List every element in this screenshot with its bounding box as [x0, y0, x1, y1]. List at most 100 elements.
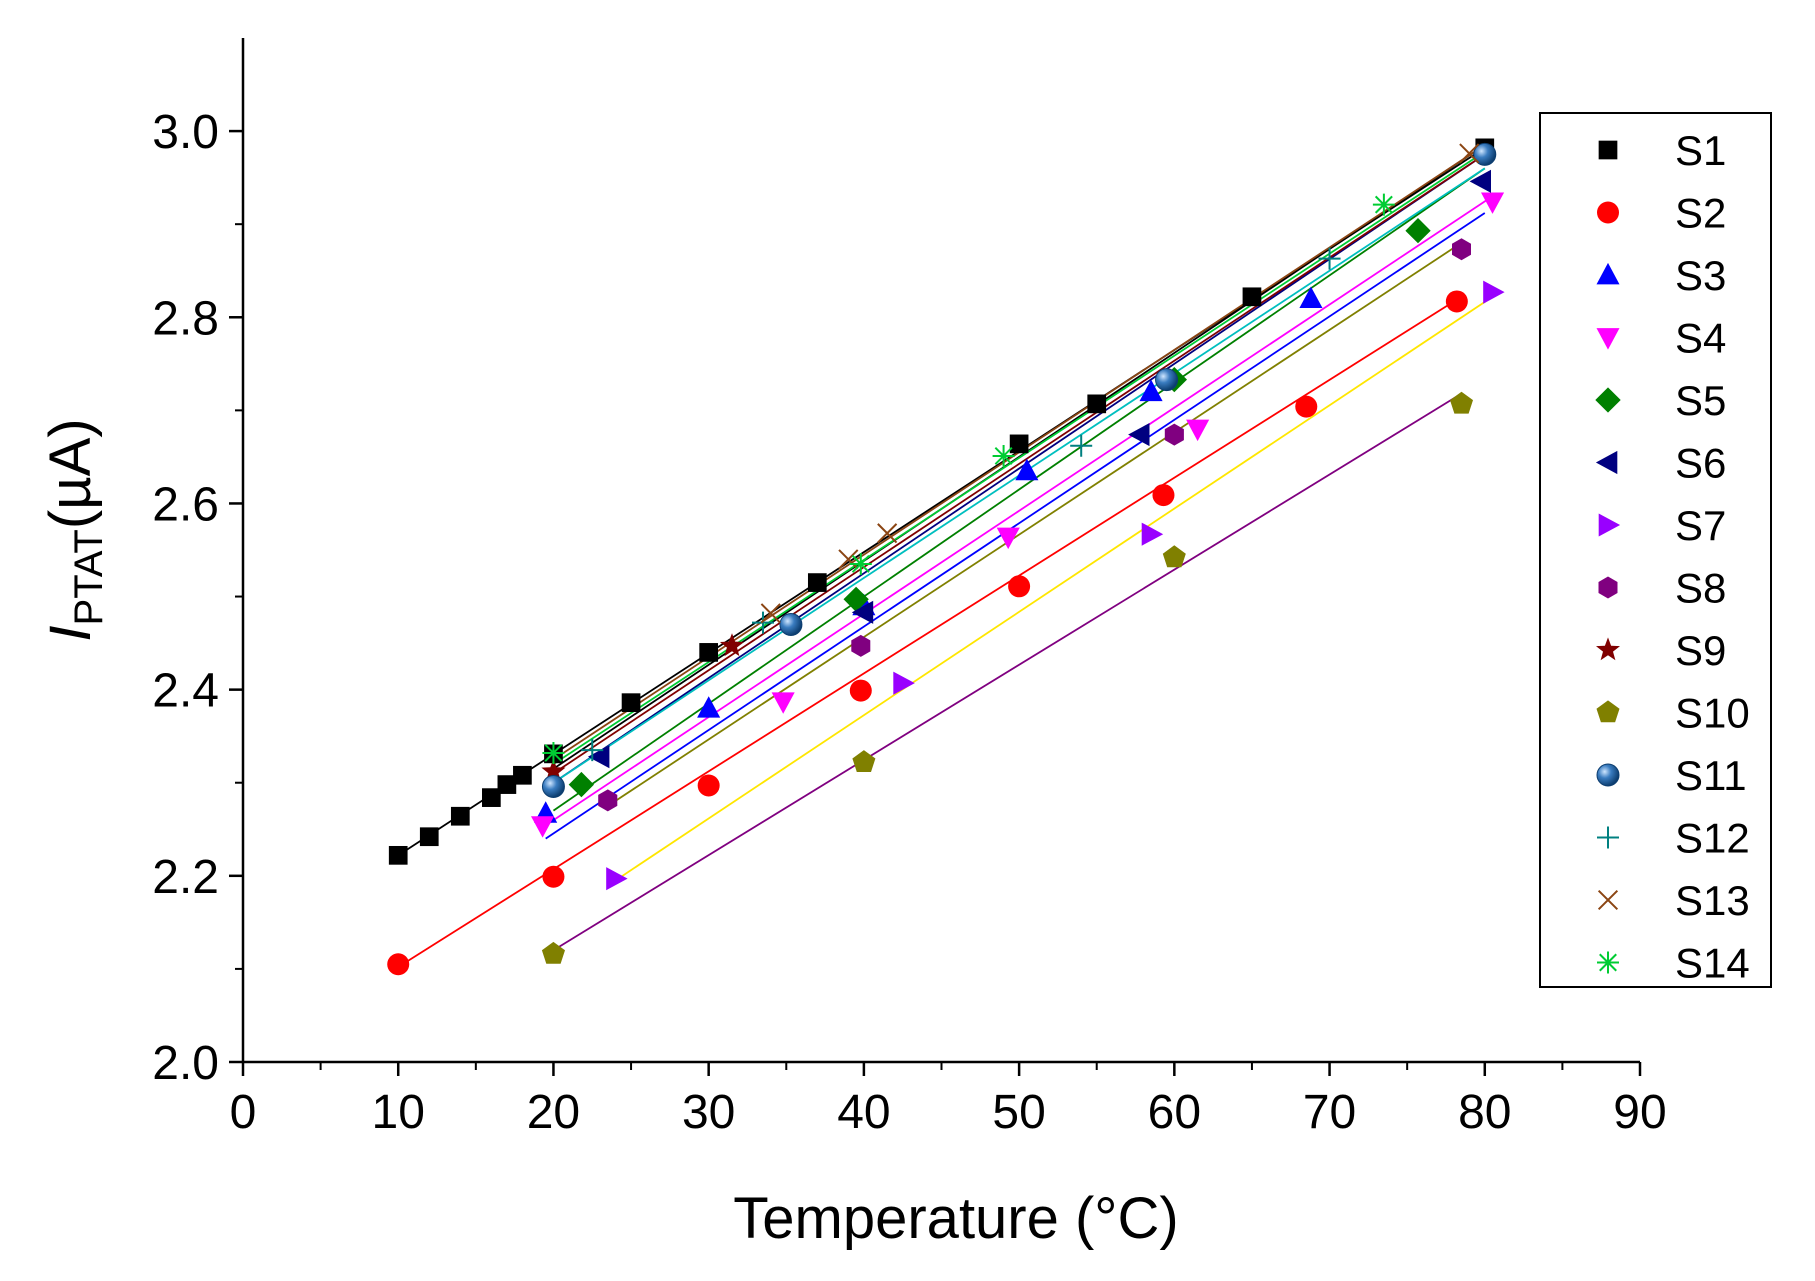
- x-tick-label: 40: [837, 1086, 890, 1139]
- x-tick-label: 80: [1458, 1086, 1511, 1139]
- point-S7: [606, 867, 628, 891]
- point-S9: [541, 758, 566, 782]
- point-S8: [851, 634, 871, 657]
- fit-S3-line: [545, 212, 1486, 840]
- point-S12: [581, 739, 604, 762]
- point-S1: [699, 643, 719, 662]
- y-tick-label: 2.4: [152, 665, 219, 718]
- point-S3: [697, 696, 721, 718]
- legend-marker-S12: [1597, 826, 1619, 849]
- point-S5: [843, 586, 869, 612]
- point-S5: [1405, 218, 1431, 244]
- point-S14: [1372, 193, 1395, 216]
- legend-label-S7: S7: [1675, 502, 1726, 549]
- legend-marker-S13: [1597, 889, 1619, 911]
- point-S8: [1452, 238, 1471, 261]
- point-S6: [1469, 169, 1491, 193]
- legend-label-S13: S13: [1675, 877, 1750, 924]
- point-S2: [542, 865, 565, 888]
- point-S12: [751, 611, 774, 634]
- point-S6: [1128, 423, 1150, 447]
- point-S6: [587, 745, 610, 769]
- x-tick-label: 0: [230, 1086, 257, 1139]
- point-S5: [568, 771, 594, 798]
- point-S2: [387, 953, 410, 976]
- x-tick-label: 60: [1148, 1086, 1201, 1139]
- series-S9: [541, 633, 744, 782]
- y-tick-label: 2.8: [152, 292, 219, 345]
- point-S10: [852, 750, 876, 772]
- point-S1: [450, 806, 470, 826]
- legend-label-S9: S9: [1675, 627, 1726, 674]
- legend-marker-S6: [1595, 450, 1618, 475]
- series-S13: [760, 143, 1480, 624]
- legend-marker-S1: [1598, 140, 1618, 160]
- legend-marker-S4: [1596, 328, 1620, 350]
- point-S11: [541, 774, 565, 798]
- point-S12: [1070, 434, 1093, 457]
- point-S10: [541, 941, 565, 964]
- point-S4: [1186, 419, 1210, 442]
- y-axis-title-main: I: [38, 625, 103, 641]
- legend-marker-S14: [1597, 951, 1619, 974]
- point-S1: [419, 827, 439, 847]
- series-S5: [568, 218, 1431, 798]
- point-S1: [497, 775, 517, 794]
- point-S4: [996, 527, 1020, 550]
- series-S4: [531, 192, 1505, 838]
- x-tick-label: 90: [1613, 1086, 1666, 1139]
- legend-label-S11: S11: [1675, 752, 1747, 799]
- legend-marker-S7: [1598, 513, 1621, 537]
- point-S4: [771, 692, 795, 714]
- point-S2: [1008, 575, 1031, 598]
- legend-label-S14: S14: [1675, 940, 1750, 987]
- legend: S1 S2 S3 S4 S5 S6 S7 S8 S9 S10 S11 S12 S13 S14: [1539, 112, 1772, 988]
- legend-marker-S10: [1596, 700, 1620, 723]
- point-S1: [1242, 287, 1262, 307]
- legend-marker-S8: [1598, 576, 1618, 599]
- point-S1: [1087, 394, 1107, 414]
- fit-S7-line: [615, 296, 1494, 882]
- fit-S10-line: [552, 392, 1462, 952]
- series-S6: [587, 169, 1491, 769]
- legend-marker-S2: [1597, 201, 1619, 224]
- fit-S4-line: [542, 195, 1494, 829]
- point-S13: [838, 549, 859, 570]
- point-S1: [1009, 434, 1029, 454]
- legend-marker-S9: [1596, 637, 1620, 661]
- point-S7: [1141, 522, 1164, 546]
- y-tick-label: 2.6: [152, 478, 219, 531]
- y-tick-label: 3.0: [152, 106, 219, 159]
- point-S1: [482, 788, 501, 807]
- y-tick-label: 2.2: [152, 851, 219, 904]
- y-axis-title: IPTAT(µA): [38, 418, 111, 641]
- legend-label-S2: S2: [1675, 190, 1726, 237]
- point-S2: [1152, 484, 1175, 507]
- point-S14: [849, 552, 872, 575]
- point-S2: [1295, 395, 1318, 418]
- point-S10: [1450, 391, 1473, 414]
- point-S11: [779, 612, 803, 636]
- legend-marker-S5: [1595, 387, 1621, 413]
- point-S1: [807, 573, 827, 592]
- point-S10: [1162, 545, 1186, 568]
- point-S4: [1481, 192, 1505, 214]
- legend-marker-S11: [1596, 763, 1620, 787]
- point-S6: [851, 600, 874, 624]
- series-S7: [606, 280, 1505, 891]
- point-S13: [1459, 143, 1480, 164]
- point-S11: [1155, 368, 1179, 392]
- series-S11: [541, 142, 1497, 798]
- series-S2: [387, 290, 1468, 976]
- point-S1: [513, 765, 532, 785]
- point-S11: [1473, 142, 1497, 166]
- series-S14: [542, 193, 1395, 764]
- point-S13: [760, 603, 781, 624]
- point-S8: [598, 789, 618, 812]
- point-S8: [1164, 423, 1184, 446]
- data-markers: [387, 138, 1505, 976]
- y-tick-label: 2.0: [152, 1037, 219, 1090]
- point-S2: [849, 679, 872, 702]
